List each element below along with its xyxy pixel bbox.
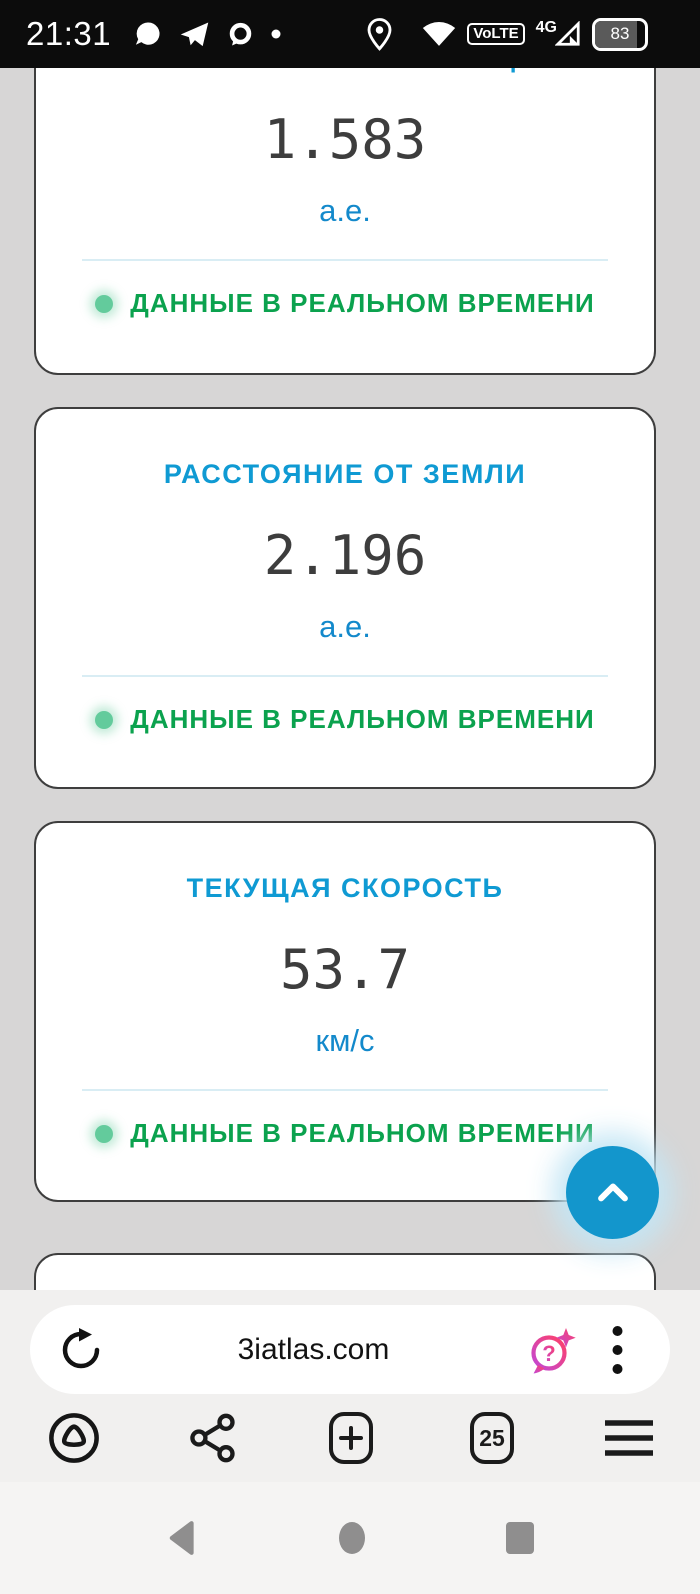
chevron-up-icon <box>587 1167 639 1219</box>
reload-icon <box>58 1327 104 1373</box>
kebab-menu-icon <box>611 1324 624 1376</box>
alice-assistant-button[interactable] <box>46 1410 102 1466</box>
browser-toolbar: 25 <box>0 1394 700 1482</box>
divider <box>82 675 608 677</box>
live-data-label: ДАННЫЕ В РЕАЛЬНОМ ВРЕМЕНИ <box>130 704 595 734</box>
address-bar[interactable]: 3iatlas.com ? <box>30 1305 670 1394</box>
hamburger-menu-icon <box>604 1415 654 1461</box>
card-value: 2.196 <box>263 524 427 587</box>
back-icon <box>166 1519 199 1557</box>
tab-count: 25 <box>479 1425 505 1451</box>
metric-card-current-speed: ТЕКУЩАЯ СКОРОСТЬ 53.7 км/с ДАННЫЕ В РЕАЛ… <box>34 821 656 1202</box>
back-button[interactable] <box>166 1519 199 1557</box>
status-bar: 21:31 <box>0 0 700 68</box>
battery-percent: 83 <box>610 24 630 43</box>
browser-menu-button[interactable] <box>611 1324 624 1376</box>
ai-assistant-question-icon: ? <box>523 1323 577 1377</box>
card-value: 1.583 <box>263 108 427 171</box>
alice-assistant-icon <box>46 1410 102 1466</box>
live-data-row: ДАННЫЕ В РЕАЛЬНОМ ВРЕМЕНИ <box>95 704 594 735</box>
live-dot-icon <box>95 1124 114 1143</box>
network-type-label: 4G <box>535 19 557 36</box>
live-dot-icon <box>95 294 114 313</box>
live-data-row: ДАННЫЕ В РЕАЛЬНОМ ВРЕМЕНИ <box>95 288 594 319</box>
notification-dot <box>271 29 281 39</box>
clock: 21:31 <box>26 15 112 52</box>
browser-bottom-bar: 3iatlas.com ? <box>0 1290 700 1482</box>
share-button[interactable] <box>187 1412 239 1464</box>
tabs-button[interactable]: 25 <box>464 1410 520 1466</box>
home-icon <box>337 1519 367 1557</box>
telegram-icon <box>179 19 210 50</box>
url-text[interactable]: 3iatlas.com <box>237 1332 390 1366</box>
metric-card-distance-from-earth: РАССТОЯНИЕ ОТ ЗЕМЛИ 2.196 а.е. ДАННЫЕ В … <box>34 407 656 789</box>
scroll-to-top-button[interactable] <box>566 1146 659 1239</box>
live-data-label: ДАННЫЕ В РЕАЛЬНОМ ВРЕМЕНИ <box>130 288 595 318</box>
home-button[interactable] <box>337 1519 367 1557</box>
chat-bubble-icon <box>133 20 162 49</box>
recents-icon <box>505 1519 535 1557</box>
new-tab-button[interactable] <box>323 1410 379 1466</box>
card-value: 53.7 <box>279 938 411 1001</box>
new-tab-icon <box>323 1410 379 1466</box>
card-unit: а.е. <box>319 193 371 228</box>
ring-bubble-icon <box>227 21 254 48</box>
web-page-content: РАССТОЯНИЕ ОТ СОЛНЦА 1.583 а.е. ДАННЫЕ В… <box>34 0 659 1290</box>
android-nav-bar <box>0 1482 700 1594</box>
ai-assistant-button[interactable]: ? <box>523 1323 577 1377</box>
card-title: ТЕКУЩАЯ СКОРОСТЬ <box>186 873 504 903</box>
wifi-icon <box>422 21 456 47</box>
share-icon <box>187 1412 239 1464</box>
volte-badge: VoLTE <box>467 22 525 46</box>
live-data-row: ДАННЫЕ В РЕАЛЬНОМ ВРЕМЕНИ <box>95 1118 594 1149</box>
tab-counter-icon: 25 <box>464 1410 520 1466</box>
reload-button[interactable] <box>58 1327 104 1373</box>
main-menu-button[interactable] <box>604 1415 654 1461</box>
svg-text:?: ? <box>542 1341 555 1366</box>
recents-button[interactable] <box>505 1519 535 1557</box>
card-title: РАССТОЯНИЕ ОТ ЗЕМЛИ <box>163 459 527 489</box>
metric-card-partial <box>34 1253 656 1290</box>
live-data-label: ДАННЫЕ В РЕАЛЬНОМ ВРЕМЕНИ <box>130 1118 595 1148</box>
live-dot-icon <box>95 710 114 729</box>
divider <box>82 259 608 261</box>
card-unit: а.е. <box>319 609 371 644</box>
signal-triangle-icon: 4G <box>535 19 581 47</box>
battery-fill <box>595 20 637 48</box>
battery-icon: 83 <box>592 17 648 51</box>
card-unit: км/с <box>315 1023 375 1058</box>
location-pin-icon <box>366 17 393 51</box>
divider <box>82 1089 608 1091</box>
